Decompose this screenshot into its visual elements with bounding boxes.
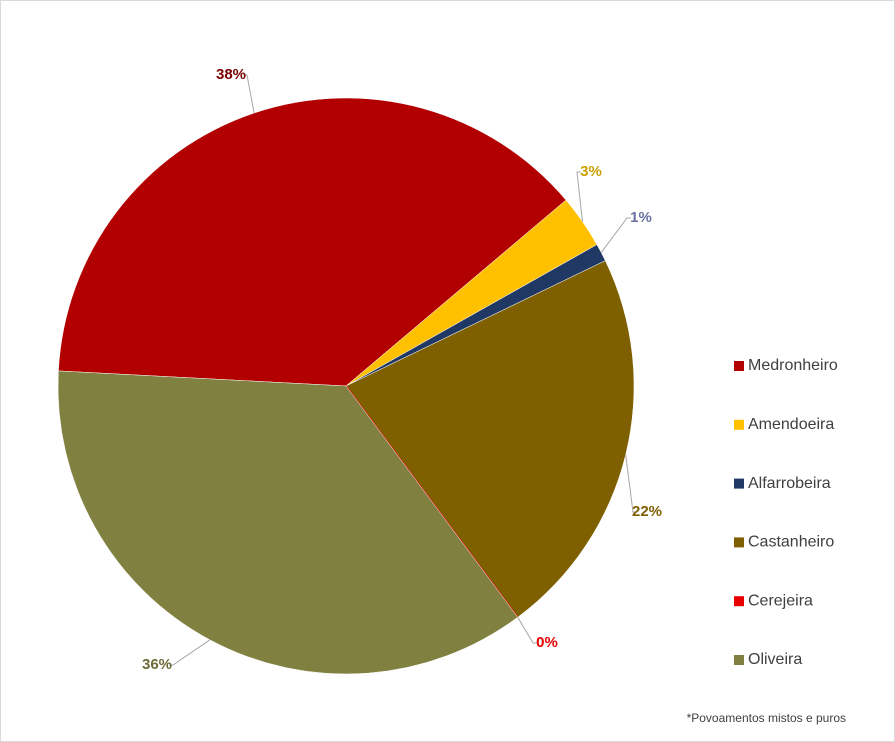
legend-swatch [734,361,744,371]
legend-label: Cerejeira [748,592,813,609]
legend-label: Alfarrobeira [748,475,831,492]
data-label: 0% [536,634,558,651]
pie-slice [345,260,635,618]
legend-swatch [734,419,744,430]
legend-swatch [734,537,744,548]
pie-slice [57,370,519,675]
legend-swatch [734,478,744,489]
leader-line [600,217,631,253]
legend-swatch [734,596,744,607]
data-label: 1% [630,209,652,226]
legend-label: Castanheiro [748,534,834,551]
data-label: 36% [142,656,172,673]
legend-label: Medronheiro [748,357,838,374]
leader-line [243,74,255,114]
leader-line [169,639,211,666]
leader-line [576,171,583,222]
legend-swatch [734,655,744,665]
leader-line [517,616,537,644]
leader-line [625,454,637,513]
data-label: 38% [216,66,246,83]
legend-label: Amendoeira [748,416,834,433]
data-label: 22% [632,503,662,520]
legend-label: Oliveira [748,651,802,668]
footnote: *Povoamentos mistos e puros [687,711,846,725]
data-label: 3% [580,163,602,180]
pie-slice [58,97,567,387]
